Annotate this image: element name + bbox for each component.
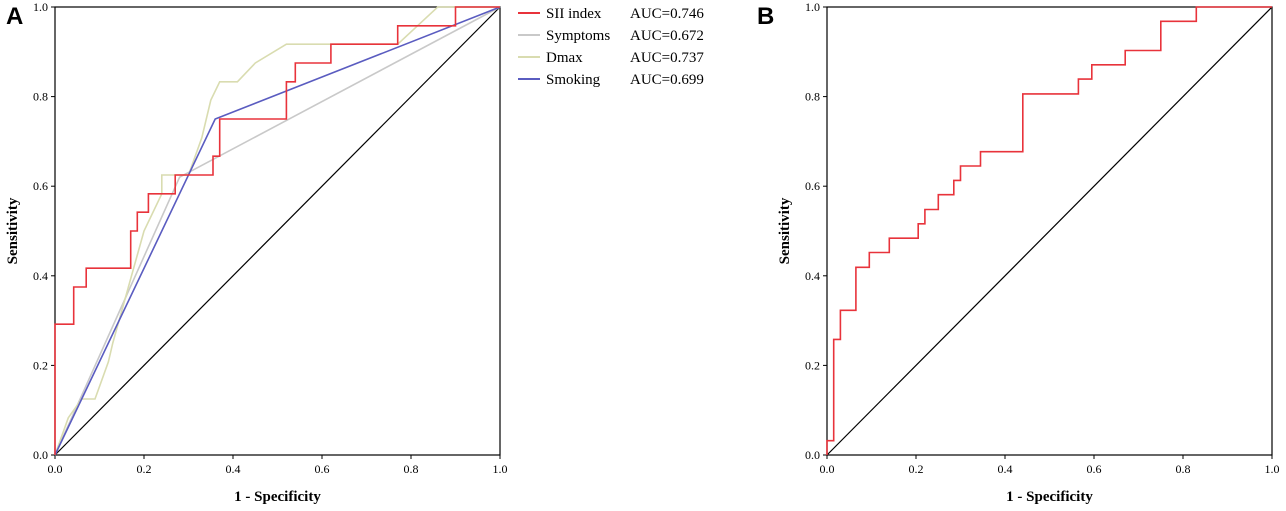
legend-label-dmax: Dmax [546,50,583,66]
legend-label-smoking: Smoking [546,72,601,88]
x-tick-label: 0.4 [226,462,241,476]
y-tick-label: 0.6 [33,179,48,193]
y-tick-label: 0.0 [33,448,48,462]
y-axis-label: Sensitivity [777,197,793,264]
y-tick-label: 0.6 [805,179,820,193]
x-axis-label: 1 - Specificity [234,489,321,505]
legend-auc-dmax: AUC=0.737 [630,50,704,66]
roc-curve-sii-index [54,6,500,455]
y-tick-label: 1.0 [805,0,820,14]
x-tick-label: 0.2 [137,462,152,476]
y-tick-label: 0.2 [805,358,820,372]
plot-frame-b [826,6,1273,456]
panel-a: A 0.0 0.2 0.4 0.6 0.8 1.0 0.0 0.2 0.4 0.6 0.8 1.0 1 … [5,0,704,505]
x-tick-label: 0.0 [48,462,63,476]
legend-auc-sii-index: AUC=0.746 [630,6,704,22]
roc-curve-smoking [54,6,501,456]
x-axis-label: 1 - Specificity [1006,489,1093,505]
panel-b: B 0.0 0.2 0.4 0.6 0.8 1.0 0.0 0.2 0.4 0.6 0.8 1.0 1 … [757,0,1280,505]
x-tick-label: 0.8 [1176,462,1191,476]
plot-frame-a [54,6,501,456]
legend-auc-smoking: AUC=0.699 [630,72,704,88]
x-tick-label: 0.0 [820,462,835,476]
y-axis-label: Sensitivity [5,197,21,264]
reference-diagonal-line [826,6,1273,456]
x-tick-label: 0.4 [998,462,1013,476]
y-tick-label: 0.8 [805,90,820,104]
x-tick-label: 0.6 [315,462,330,476]
y-tick-label: 1.0 [33,0,48,14]
roc-curve-roc [826,6,1272,455]
x-tick-label: 1.0 [1265,462,1280,476]
legend-label-symptoms: Symptoms [546,28,610,44]
y-tick-label: 0.2 [33,358,48,372]
y-tick-label: 0.4 [33,269,48,283]
x-tick-label: 0.6 [1087,462,1102,476]
y-tick-label: 0.0 [805,448,820,462]
legend-label-sii-index: SII index [546,6,602,22]
panel-b-label: B [757,3,774,30]
panel-a-label: A [6,3,23,30]
roc-curve-symptoms [54,6,501,456]
y-tick-label: 0.4 [805,269,820,283]
x-tick-label: 0.8 [404,462,419,476]
x-tick-label: 1.0 [493,462,508,476]
legend-auc-symptoms: AUC=0.672 [630,28,704,44]
reference-diagonal-line [54,6,501,456]
y-tick-label: 0.8 [33,90,48,104]
x-tick-label: 0.2 [909,462,924,476]
